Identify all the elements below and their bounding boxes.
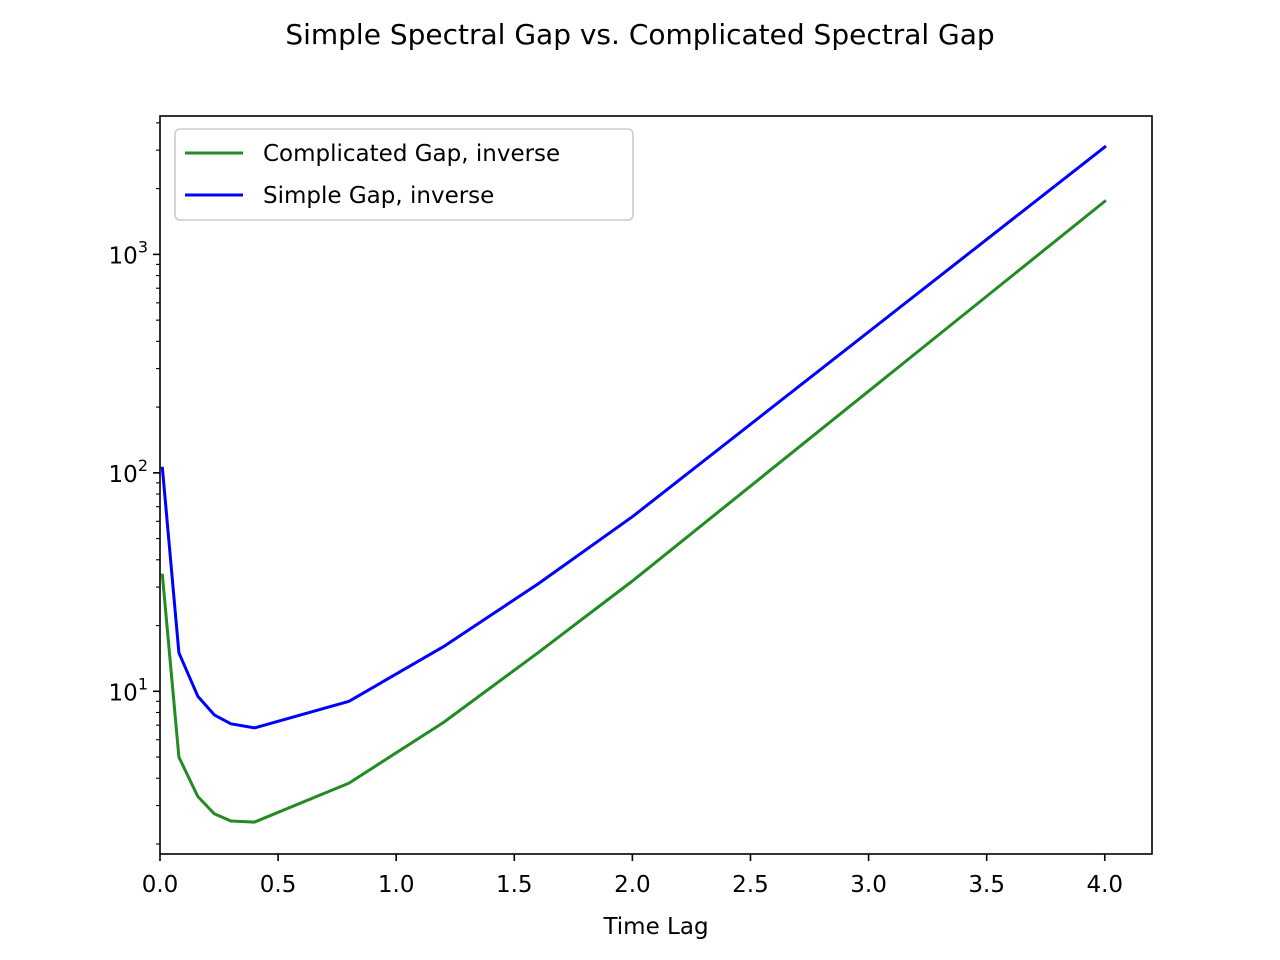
x-tick-label: 0.5 — [260, 872, 297, 898]
legend-label-0: Complicated Gap, inverse — [263, 141, 560, 167]
x-axis-label: Time Lag — [602, 914, 708, 940]
x-tick-label: 3.0 — [850, 872, 887, 898]
x-tick-label: 2.5 — [732, 872, 769, 898]
series-line-0 — [160, 199, 1107, 824]
x-tick-label: 0.0 — [142, 872, 179, 898]
x-tick-label: 4.0 — [1086, 872, 1123, 898]
plot-area — [159, 115, 1153, 855]
legend-box — [174, 128, 634, 221]
chart-title: Simple Spectral Gap vs. Complicated Spec… — [285, 18, 994, 51]
series-layer — [160, 144, 1107, 824]
legend: Complicated Gap, inverse Simple Gap, inve… — [174, 128, 634, 221]
series-line-1 — [160, 144, 1107, 730]
x-tick-label: 3.5 — [968, 872, 1005, 898]
y-tick-label: 103 — [109, 237, 148, 269]
axes-frame — [159, 115, 1153, 855]
x-axis: 0.0 0.5 1.0 1.5 2.0 2.5 3.0 3.5 4.0 — [142, 854, 1123, 898]
x-tick-label: 1.5 — [496, 872, 533, 898]
x-tick-label: 1.0 — [378, 872, 415, 898]
legend-label-1: Simple Gap, inverse — [263, 183, 494, 209]
x-tick-label: 2.0 — [614, 872, 651, 898]
y-tick-label: 102 — [109, 456, 148, 488]
y-tick-label: 101 — [109, 674, 148, 706]
y-axis: 101 102 103 — [109, 122, 160, 845]
